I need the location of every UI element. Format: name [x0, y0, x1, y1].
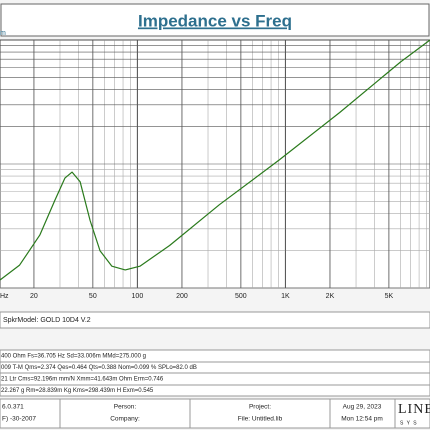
- title-box: [0, 3, 430, 37]
- model-name: SpkrModel: GOLD 10D4 V.2: [3, 317, 91, 324]
- chart-title: Impedance vs Freq: [138, 11, 292, 30]
- x-tick-label: 1K: [281, 293, 290, 300]
- company: Company:: [110, 416, 140, 423]
- file: File: Untitled.lib: [238, 416, 283, 423]
- param-line: 22.267 g Rm=28.839m Kg Kms=298.439m H Ex…: [1, 388, 154, 394]
- x-tick-label: 200: [176, 293, 188, 300]
- x-tick-label: 100: [132, 293, 144, 300]
- footer-box: [0, 398, 430, 429]
- y-unit: m: [0, 30, 6, 37]
- project: Project:: [249, 404, 271, 411]
- param-line: 21 Ltr Cms=92.196m mm/N Xmm=41.643m Ohm …: [1, 377, 164, 383]
- x-tick-label: 20: [30, 293, 38, 300]
- x-tick-label: 2K: [326, 293, 335, 300]
- logo-sub: S Y S: [400, 420, 418, 426]
- print-date: Aug 29, 2023: [343, 404, 382, 411]
- x-tick-label: 5K: [385, 293, 394, 300]
- x-tick-label: 500: [235, 293, 247, 300]
- param-line: 009 T-M Qms=2.374 Qes=0.464 Qts=0.388 No…: [1, 365, 197, 371]
- plot: [0, 39, 430, 289]
- x-tick-label: 50: [89, 293, 97, 300]
- x-unit: Hz: [0, 293, 9, 300]
- param-line: 400 Ohm Fs=36.705 Hz Sd=33.006m MMd=275.…: [1, 354, 146, 360]
- logo: LINE: [398, 402, 430, 417]
- print-time: Mon 12:54 pm: [341, 416, 383, 423]
- version: 6.0.371: [2, 404, 24, 411]
- person: Person:: [114, 404, 137, 411]
- model-box: [0, 311, 430, 329]
- release-date: F) -30-2007: [2, 416, 36, 423]
- impedance-curve: [0, 39, 430, 281]
